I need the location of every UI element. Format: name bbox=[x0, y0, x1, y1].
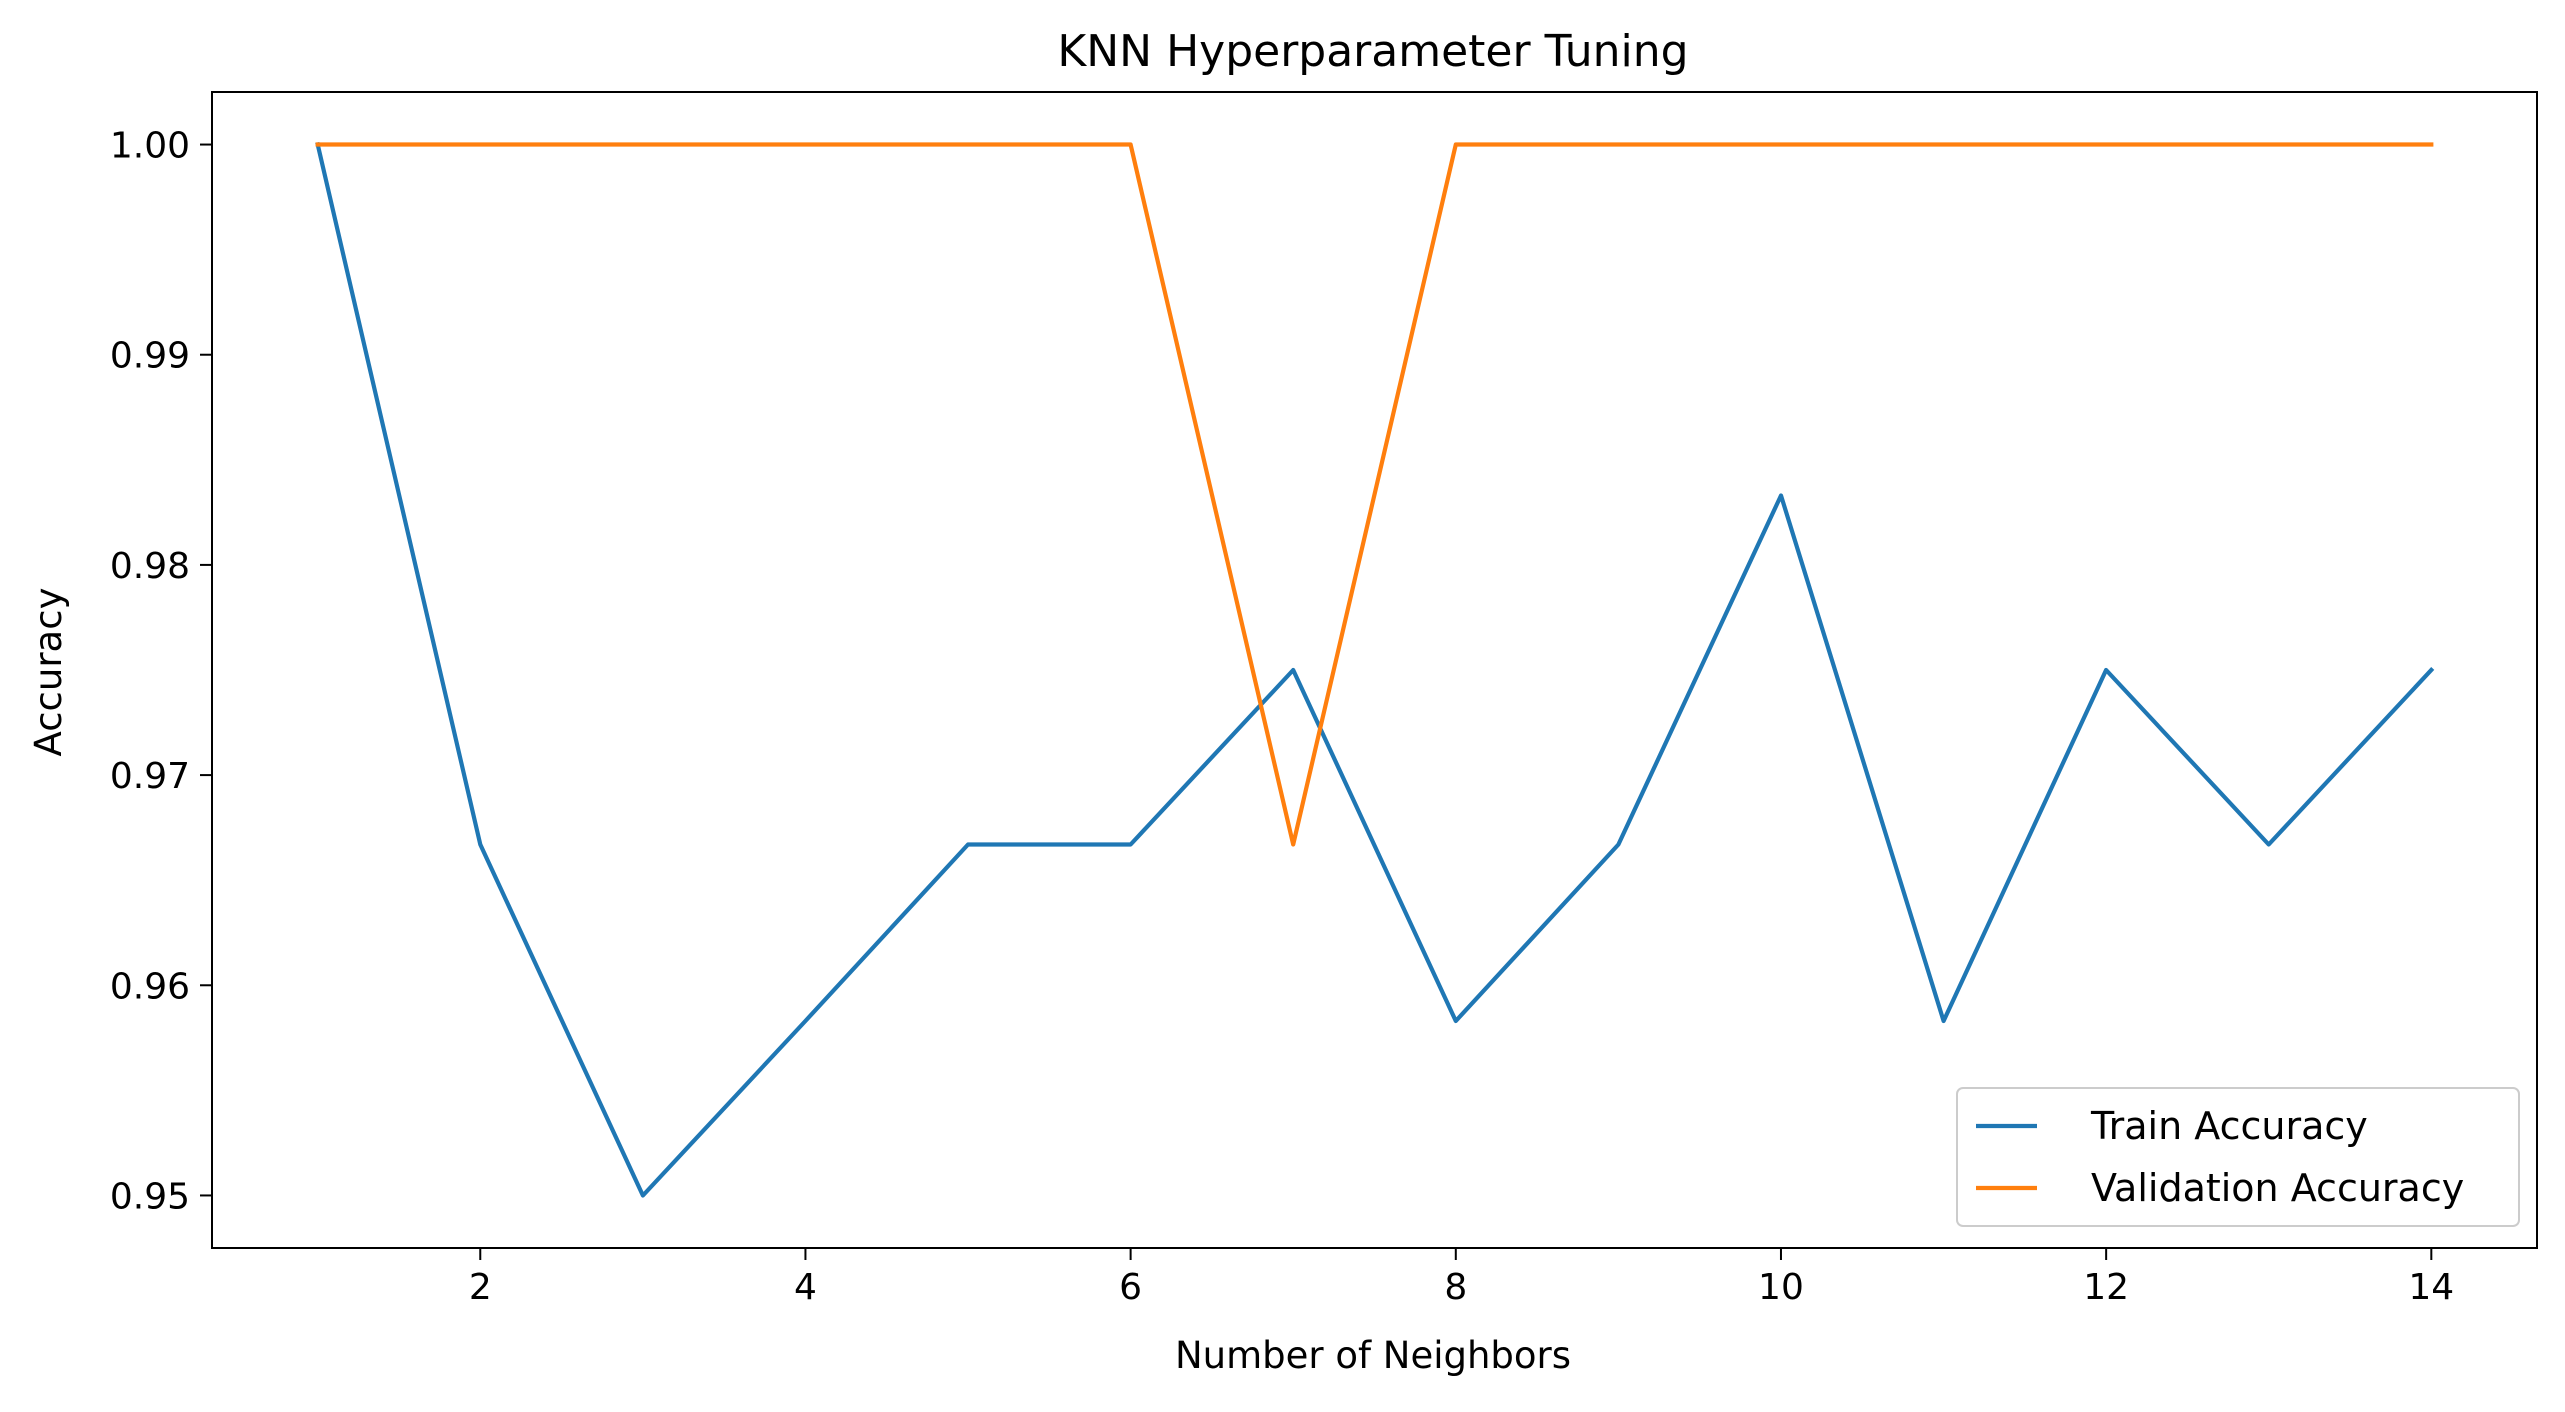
y-tick-label: 0.97 bbox=[110, 756, 190, 797]
y-axis-label: Accuracy bbox=[27, 588, 70, 757]
x-tick-label: 14 bbox=[2408, 1267, 2454, 1308]
x-tick-label: 4 bbox=[794, 1267, 817, 1308]
x-tick-label: 12 bbox=[2083, 1267, 2129, 1308]
x-tick-label: 6 bbox=[1119, 1267, 1142, 1308]
y-tick-label: 0.98 bbox=[110, 546, 190, 587]
legend-label-0: Train Accuracy bbox=[2090, 1104, 2368, 1148]
legend-label-1: Validation Accuracy bbox=[2091, 1166, 2464, 1210]
y-tick-label: 1.00 bbox=[110, 126, 190, 167]
x-tick-label: 10 bbox=[1758, 1267, 1804, 1308]
y-tick-label: 0.96 bbox=[110, 966, 190, 1007]
legend: Train Accuracy Validation Accuracy bbox=[1957, 1088, 2519, 1226]
x-tick-label: 2 bbox=[469, 1267, 492, 1308]
y-tick-label: 0.95 bbox=[110, 1176, 190, 1217]
x-axis-label: Number of Neighbors bbox=[1175, 1334, 1571, 1377]
y-tick-label: 0.99 bbox=[110, 336, 190, 377]
chart-title: KNN Hyperparameter Tuning bbox=[1057, 26, 1688, 77]
x-tick-label: 8 bbox=[1444, 1267, 1467, 1308]
